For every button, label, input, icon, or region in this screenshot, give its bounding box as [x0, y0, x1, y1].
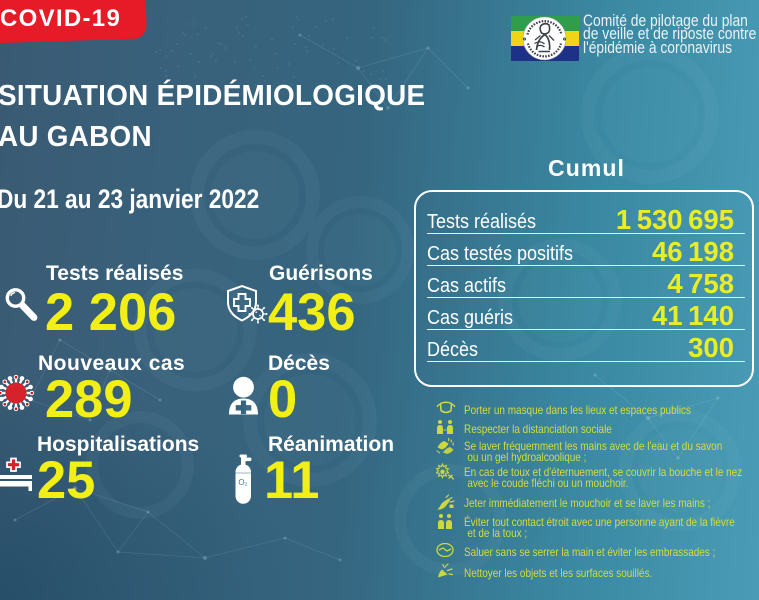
svg-text:O₂: O₂ — [238, 478, 247, 487]
